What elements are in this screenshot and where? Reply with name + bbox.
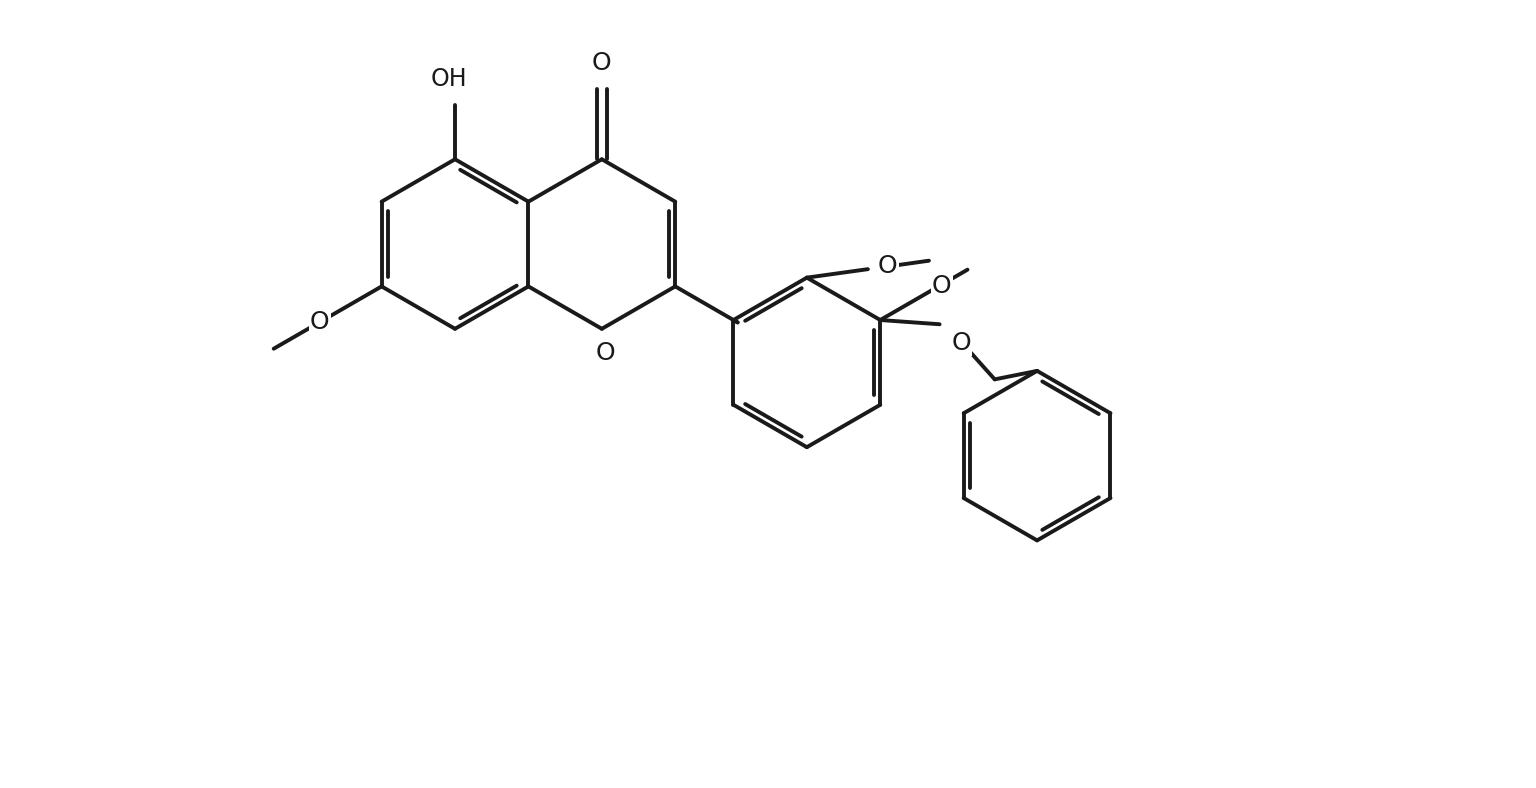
- Text: O: O: [591, 51, 611, 75]
- Text: O: O: [877, 254, 897, 278]
- Text: O: O: [951, 331, 971, 355]
- Text: OH: OH: [430, 67, 467, 91]
- Text: O: O: [596, 340, 614, 365]
- Text: O: O: [310, 310, 330, 334]
- Text: O: O: [932, 273, 951, 298]
